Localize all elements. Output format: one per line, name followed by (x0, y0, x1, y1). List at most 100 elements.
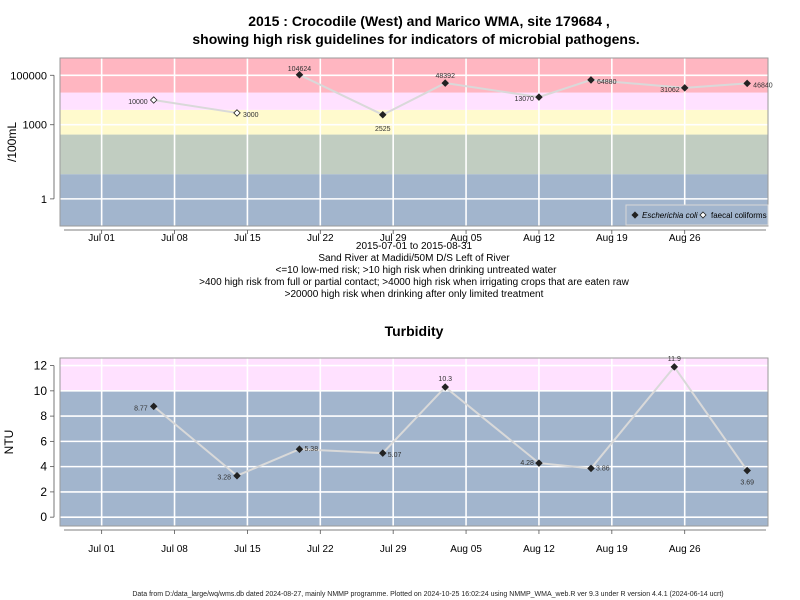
data-point-filled (149, 402, 158, 411)
chart1-risk-bands (60, 58, 768, 226)
x-tick-label: Jul 01 (88, 233, 115, 244)
y-tick-label: 6 (40, 434, 47, 448)
chart1-data-labels: 104624 2525 48392 13070 64880 31062 46840 10000… (128, 66, 773, 133)
data-point-filled (441, 79, 450, 87)
data-label: 46840 (753, 82, 773, 89)
data-point-filled (535, 459, 543, 467)
legend-faecal-marker (699, 211, 707, 219)
x-tick-label: Jul 22 (307, 233, 334, 244)
y-tick-label: 8 (40, 409, 47, 423)
legend-faecal-label: faecal coliforms (711, 211, 767, 220)
x-tick-label: Aug 12 (523, 233, 555, 244)
series-line (153, 99, 238, 114)
y-tick-label: 2 (40, 485, 47, 499)
chart2-plot: 8.77 3.28 5.38 5.07 10.3 4.28 3.86 11.9 3.69 (59, 356, 769, 527)
chart1-title-line2: showing high risk guidelines for indicat… (192, 31, 639, 47)
data-point-open (233, 109, 241, 117)
chart2-grid (60, 358, 768, 526)
x-tick-label: Aug 05 (450, 233, 482, 244)
x-tick-label: Jul 15 (234, 233, 261, 244)
data-point-filled (295, 71, 304, 79)
chart2-x-axis: Jul 01 Jul 08 Jul 15 Jul 22 Jul 29 Aug 05 Aug … (64, 529, 766, 555)
data-point-filled (233, 471, 241, 480)
chart1-guideline-2: >400 high risk from full or partial cont… (199, 277, 629, 288)
data-point-filled (743, 79, 751, 88)
x-tick-label: Jul 15 (234, 544, 261, 555)
y-tick-label: 1 (41, 194, 47, 206)
chart2-data-labels: 8.77 3.28 5.38 5.07 10.3 4.28 3.86 11.9 3.69 (134, 356, 754, 487)
data-point-filled (535, 93, 543, 101)
data-point-filled (587, 464, 595, 473)
data-label: 31062 (660, 87, 680, 94)
chart1-y-axis-label: /100mL (5, 122, 19, 162)
y-tick-label: 4 (40, 460, 47, 474)
chart2-frame (59, 357, 769, 527)
legend-ecoli-marker (631, 211, 639, 219)
y-tick-label: 12 (34, 359, 48, 373)
chart1-x-axis: Jul 01 Jul 08 Jul 15 Jul 22 Jul 29 Aug 05 Aug … (64, 229, 766, 244)
chart1-guideline-3: >20000 high risk when drinking after onl… (285, 289, 544, 300)
x-tick-label: Aug 12 (523, 544, 555, 555)
data-point-filled (295, 445, 304, 453)
data-point-filled (743, 466, 751, 475)
x-tick-label: Aug 05 (450, 544, 482, 555)
x-tick-label: Jul 22 (307, 544, 334, 555)
y-tick-label: 0 (40, 510, 47, 524)
data-point-filled (680, 84, 689, 92)
data-point-filled (378, 449, 387, 457)
x-tick-label: Jul 08 (161, 233, 188, 244)
data-point-filled (441, 383, 450, 391)
chart1-legend: Escherichia coli faecal coliforms (625, 204, 769, 226)
data-point-filled (587, 76, 595, 84)
chart2-points (149, 363, 751, 480)
data-label: 8.77 (134, 405, 148, 412)
data-label: 3.86 (596, 465, 610, 472)
chart2-bands (60, 358, 768, 526)
chart1-points (149, 71, 751, 119)
y-tick-label: 10 (34, 384, 48, 398)
data-label: 3.69 (740, 480, 754, 487)
data-label: 104624 (288, 66, 311, 73)
legend-ecoli-label: Escherichia coli (642, 211, 698, 220)
chart1-title: 2015 : Crocodile (West) and Marico WMA, … (248, 13, 610, 29)
data-point-filled (378, 111, 387, 119)
risk-band (60, 109, 768, 135)
x-tick-label: Aug 19 (596, 544, 628, 555)
data-label: 3000 (243, 112, 259, 119)
data-label: 5.07 (388, 452, 402, 459)
data-label: 10.3 (438, 376, 452, 383)
risk-band (60, 358, 768, 391)
chart2-title: Turbidity (385, 323, 444, 339)
legend-box (625, 204, 769, 226)
x-tick-label: Jul 29 (380, 233, 407, 244)
data-label: 64880 (597, 79, 617, 86)
chart1-plot: 104624 2525 48392 13070 64880 31062 46840 10000… (59, 57, 773, 227)
data-label: 2525 (375, 126, 391, 133)
data-label: 4.28 (520, 460, 534, 467)
chart1-date-range: 2015-07-01 to 2015-08-31 (356, 241, 473, 252)
chart1-frame (59, 57, 769, 227)
x-tick-label: Aug 26 (669, 233, 701, 244)
x-tick-label: Jul 08 (161, 544, 188, 555)
chart1-y-axis: 1 1000 100000 (10, 70, 55, 206)
y-tick-label: 1000 (23, 120, 47, 132)
data-label: 10000 (128, 99, 148, 106)
x-tick-label: Jul 29 (380, 544, 407, 555)
chart2-y-axis: 0 2 4 6 8 10 12 (34, 359, 55, 524)
x-tick-label: Aug 26 (669, 544, 701, 555)
x-tick-label: Aug 19 (596, 233, 628, 244)
data-point-open (149, 96, 158, 104)
risk-band (60, 92, 768, 110)
footer-note: Data from D:/data_large/wq/wms.db dated … (132, 591, 723, 598)
data-label: 13070 (514, 96, 534, 103)
y-tick-label: 100000 (10, 70, 47, 82)
chart2-y-axis-label: NTU (2, 430, 16, 455)
x-tick-label: Jul 01 (88, 544, 115, 555)
risk-band (60, 134, 768, 175)
chart1-guideline-1: <=10 low-med risk; >10 high risk when dr… (276, 265, 558, 276)
data-label: 5.38 (304, 446, 318, 453)
data-label: 11.9 (668, 356, 681, 363)
data-point-filled (670, 363, 679, 371)
risk-band (60, 390, 768, 526)
